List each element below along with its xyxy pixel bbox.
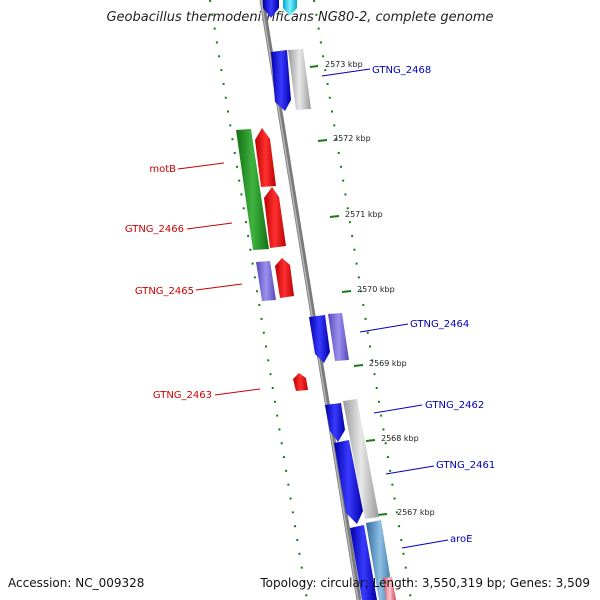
tick-2571	[329, 215, 340, 218]
label-aroE[interactable]: aroE	[450, 534, 472, 545]
label-GTNG_2461[interactable]: GTNG_2461	[436, 460, 495, 471]
gene-GTNG_2462-gray[interactable]	[343, 399, 379, 519]
forward-leader-lines	[177, 162, 261, 396]
kbp-label-2573: 2573 kbp	[325, 60, 363, 69]
tick-2568	[365, 439, 376, 442]
kbp-label-2567: 2567 kbp	[397, 508, 435, 517]
kbp-label-2571: 2571 kbp	[345, 210, 383, 219]
tick-2570	[341, 290, 352, 293]
gene-GTNG_2463-red[interactable]	[293, 373, 308, 391]
leader-GTNG_2464	[359, 323, 409, 333]
gene-motB-green[interactable]	[236, 129, 269, 250]
leader-aroE	[401, 539, 449, 549]
label-GTNG_2462[interactable]: GTNG_2462	[425, 400, 484, 411]
topology-text: Topology: circular; Length: 3,550,319 bp…	[260, 576, 590, 590]
label-motB[interactable]: motB	[149, 164, 176, 175]
leader-motB	[177, 162, 225, 170]
leader-GTNG_2461	[385, 465, 435, 475]
gene-partial-top-blue[interactable]	[263, 0, 279, 18]
label-GTNG_2466[interactable]: GTNG_2466	[125, 224, 184, 235]
tick-2572	[317, 139, 328, 142]
tick-2573	[309, 65, 319, 68]
tick-2569	[353, 364, 364, 367]
kbp-label-2569: 2569 kbp	[369, 359, 407, 368]
gene-GTNG_2465-purple[interactable]	[256, 261, 276, 301]
inner-guide-line	[209, 0, 308, 600]
gene-GTNG_2468-gray[interactable]	[288, 49, 311, 110]
leader-GTNG_2463	[214, 388, 261, 396]
gene-GTNG_2464-purple[interactable]	[328, 313, 349, 361]
leader-GTNG_2466	[186, 222, 233, 230]
gene-partial-top-cyan[interactable]	[283, 0, 297, 16]
leader-GTNG_2468	[321, 68, 371, 77]
gene-GTNG_2464-blue[interactable]	[309, 315, 330, 363]
kbp-tick-marks	[309, 65, 388, 516]
gene-GTNG_2465-red[interactable]	[275, 258, 294, 298]
leader-GTNG_2462	[373, 404, 423, 414]
reverse-leader-lines	[321, 68, 449, 549]
accession-text: Accession: NC_009328	[8, 576, 145, 590]
label-GTNG_2464[interactable]: GTNG_2464	[410, 319, 469, 330]
gene-GTNG_2462-blue[interactable]	[325, 403, 345, 442]
gene-motB-red[interactable]	[255, 128, 276, 187]
label-GTNG_2468[interactable]: GTNG_2468	[372, 65, 431, 76]
label-GTNG_2463[interactable]: GTNG_2463	[153, 390, 212, 401]
tick-2567	[377, 513, 388, 516]
gene-bottom-blue[interactable]	[350, 525, 377, 600]
gene-GTNG_2466-red[interactable]	[264, 187, 286, 248]
kbp-label-2572: 2572 kbp	[333, 134, 371, 143]
kbp-label-2568: 2568 kbp	[381, 434, 419, 443]
gene-GTNG_2468-blue[interactable]	[271, 50, 291, 111]
leader-GTNG_2465	[195, 283, 243, 291]
kbp-label-2570: 2570 kbp	[357, 285, 395, 294]
gene-GTNG_2461-blue[interactable]	[334, 440, 363, 524]
gene-bottom-pink[interactable]	[383, 577, 396, 600]
map-title: Geobacillus thermodenitrificans NG80-2, …	[106, 10, 494, 25]
label-GTNG_2465[interactable]: GTNG_2465	[135, 286, 194, 297]
